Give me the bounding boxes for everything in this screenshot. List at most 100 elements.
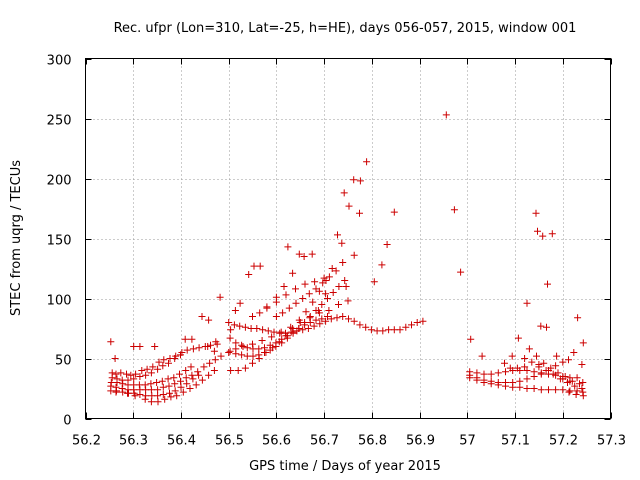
data-point — [112, 370, 120, 378]
data-point — [552, 386, 560, 394]
y-tick-labels: 0 50 100 150 200 250 300 — [47, 54, 72, 429]
data-point — [299, 295, 307, 302]
data-point — [356, 209, 363, 217]
data-points — [107, 111, 587, 406]
data-point — [227, 326, 235, 334]
data-point — [183, 380, 191, 388]
data-point — [171, 380, 179, 388]
data-point — [494, 381, 502, 389]
data-point — [528, 358, 536, 366]
data-point — [548, 230, 556, 238]
data-point — [571, 382, 579, 390]
data-point — [299, 326, 307, 334]
data-point — [506, 364, 514, 372]
data-point — [230, 321, 238, 329]
data-point — [292, 299, 300, 307]
data-point — [154, 386, 162, 394]
data-point — [537, 322, 545, 330]
data-point — [284, 243, 292, 251]
data-point — [289, 269, 297, 277]
data-point — [521, 363, 529, 371]
x-tick-label: 57.3 — [597, 434, 626, 449]
data-point — [205, 371, 213, 379]
data-point — [544, 280, 551, 288]
data-point — [478, 352, 486, 360]
data-point — [370, 278, 378, 286]
data-point — [159, 391, 167, 398]
data-point — [396, 326, 404, 334]
grid — [85, 58, 611, 419]
data-point — [559, 358, 567, 366]
data-point — [205, 316, 213, 324]
data-point — [130, 343, 138, 350]
data-point — [450, 206, 458, 214]
data-point — [182, 367, 190, 374]
data-point — [356, 321, 364, 329]
data-point — [344, 297, 352, 305]
x-tick-label: 57.1 — [501, 434, 530, 449]
data-point — [523, 367, 531, 374]
data-point — [367, 326, 375, 334]
data-point — [143, 365, 151, 373]
data-point — [161, 395, 169, 403]
data-point — [530, 373, 538, 380]
y-tick-label: 200 — [47, 174, 72, 189]
data-point — [243, 344, 251, 352]
data-point — [124, 389, 131, 397]
data-point — [287, 323, 295, 331]
data-point — [301, 280, 309, 288]
data-point — [530, 385, 538, 392]
data-point — [212, 338, 220, 346]
data-point — [256, 262, 264, 270]
data-point — [127, 371, 135, 379]
data-point — [295, 250, 303, 258]
plot-frame — [85, 58, 611, 419]
data-point — [147, 380, 155, 388]
data-point — [579, 392, 587, 400]
data-point — [494, 369, 502, 377]
data-point — [523, 299, 531, 307]
data-point — [319, 279, 327, 287]
data-point — [467, 335, 475, 343]
data-point — [335, 283, 343, 290]
data-point — [188, 371, 196, 379]
data-point — [282, 291, 290, 299]
data-point — [280, 283, 288, 290]
data-point — [296, 319, 304, 326]
data-point — [123, 370, 130, 378]
data-point — [183, 346, 191, 354]
data-point — [154, 392, 162, 400]
data-point — [532, 209, 540, 217]
data-point — [192, 381, 200, 389]
data-point — [305, 290, 313, 298]
x-tick-label: 57.2 — [549, 434, 578, 449]
data-point — [570, 349, 578, 356]
data-point — [189, 345, 197, 353]
data-point — [141, 395, 149, 403]
data-point — [554, 369, 562, 377]
x-tick-label: 56.9 — [406, 434, 435, 449]
data-point — [390, 208, 398, 216]
data-point — [325, 307, 333, 314]
data-point — [545, 386, 552, 394]
data-point — [210, 367, 218, 374]
x-tick-label: 56.3 — [119, 434, 148, 449]
x-tick-label: 56.4 — [167, 434, 196, 449]
data-point — [277, 328, 285, 336]
data-point — [241, 323, 249, 331]
data-point — [270, 328, 278, 336]
data-point — [200, 363, 208, 371]
data-point — [300, 253, 308, 260]
data-point — [324, 313, 331, 320]
data-point — [179, 388, 187, 396]
data-point — [338, 239, 346, 247]
data-point — [501, 359, 508, 367]
data-point — [363, 158, 371, 166]
data-point — [142, 371, 150, 379]
data-point — [275, 338, 283, 346]
data-point — [350, 251, 358, 259]
data-point — [249, 359, 256, 367]
data-point — [225, 349, 233, 356]
